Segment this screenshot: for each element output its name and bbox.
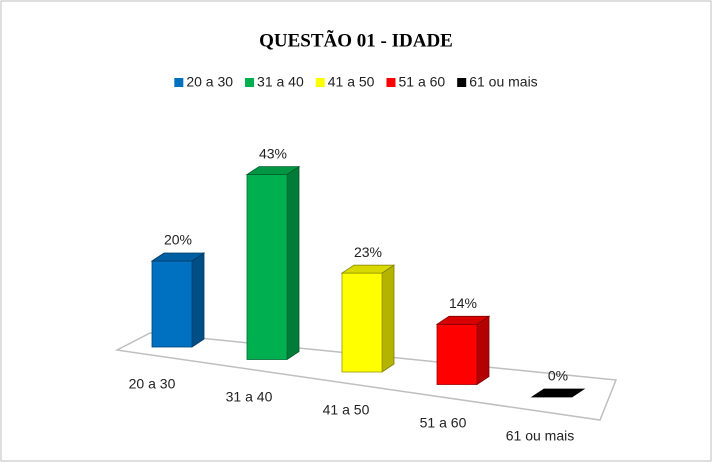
legend-label: 51 a 60 xyxy=(398,74,445,90)
data-label: 14% xyxy=(449,295,477,311)
legend-swatch xyxy=(315,78,325,87)
x-tick-label: 41 a 50 xyxy=(323,402,370,418)
bar-front xyxy=(341,272,383,373)
chart-title: QUESTÃO 01 - IDADE xyxy=(259,29,453,51)
legend-swatch xyxy=(245,78,255,87)
bar-side xyxy=(286,165,300,361)
legend-swatch xyxy=(457,78,467,87)
bar-front xyxy=(436,323,478,385)
bar xyxy=(435,315,491,386)
bar-front xyxy=(151,260,193,348)
bar xyxy=(530,388,586,398)
bar xyxy=(245,165,301,361)
data-label: 23% xyxy=(354,244,382,260)
bar-top xyxy=(150,252,206,262)
bar-top xyxy=(340,264,396,274)
bar xyxy=(340,264,396,373)
legend-label: 31 a 40 xyxy=(257,74,304,90)
bar xyxy=(150,252,206,348)
x-tick-label: 61 ou mais xyxy=(506,428,574,444)
legend-label: 20 a 30 xyxy=(186,74,233,90)
x-tick-label: 51 a 60 xyxy=(420,415,467,431)
x-tick-label: 31 a 40 xyxy=(226,389,273,405)
bar-side xyxy=(476,315,490,386)
legend-swatch xyxy=(386,78,396,87)
legend-label: 41 a 50 xyxy=(328,74,375,90)
bar-front xyxy=(246,174,288,360)
bar-top xyxy=(435,315,491,325)
bar-top xyxy=(530,388,586,398)
legend-swatch xyxy=(174,78,184,87)
floor xyxy=(114,332,618,421)
x-tick-label: 20 a 30 xyxy=(129,376,176,392)
legend-label: 61 ou mais xyxy=(469,74,537,90)
bar-side xyxy=(381,264,395,373)
bar-top xyxy=(245,166,301,176)
bar-side xyxy=(191,252,205,348)
legend: 20 a 30 31 a 40 41 a 50 51 a 60 61 ou mais xyxy=(174,74,538,90)
data-label: 43% xyxy=(259,145,287,161)
data-label: 0% xyxy=(548,368,568,384)
data-label: 20% xyxy=(164,232,192,248)
